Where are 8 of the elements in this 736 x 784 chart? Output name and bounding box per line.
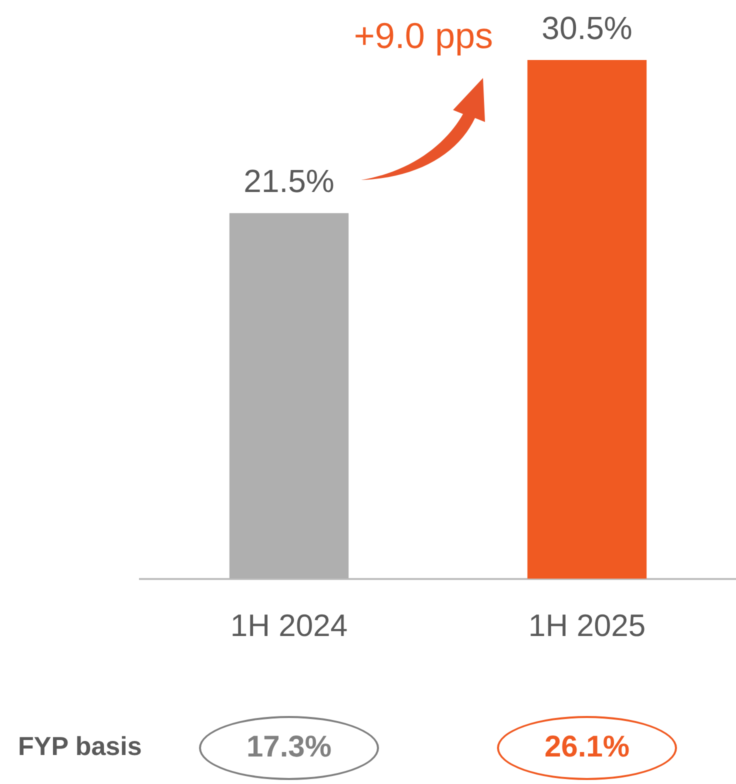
data-label: 21.5% [244, 162, 334, 199]
text: 17.3% [246, 730, 332, 764]
text: FYP basis [18, 731, 142, 762]
text: +9.0 pps [354, 14, 493, 56]
x-tick-label: 1H 2025 [528, 608, 646, 643]
x-tick-label: 1H 2024 [230, 608, 348, 643]
data-label: 30.5% [542, 10, 632, 46]
text: 26.1% [544, 730, 630, 764]
